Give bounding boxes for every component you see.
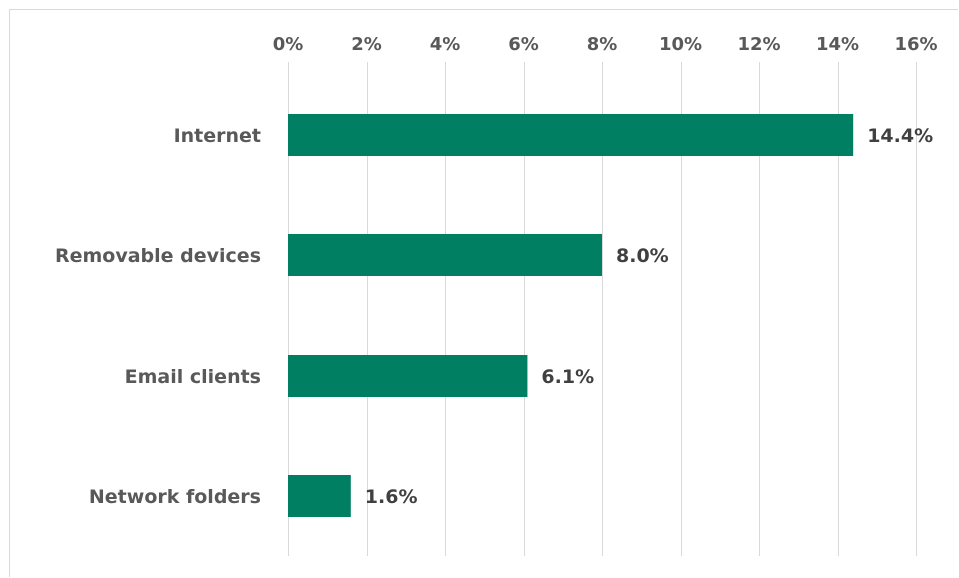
data-labels: 14.4% 8.0% 6.1% 1.6% bbox=[365, 125, 933, 508]
category-label: Network folders bbox=[89, 486, 261, 508]
x-tick-label: 6% bbox=[508, 34, 539, 55]
bar bbox=[288, 114, 854, 156]
category-label: Internet bbox=[174, 125, 261, 147]
data-label: 1.6% bbox=[365, 486, 418, 508]
x-tick-label: 8% bbox=[587, 34, 618, 55]
bar bbox=[288, 355, 528, 397]
x-tick-label: 10% bbox=[659, 34, 702, 55]
category-labels: Internet Removable devices Email clients Ne… bbox=[55, 125, 261, 508]
x-tick-label: 0% bbox=[273, 34, 304, 55]
category-label: Email clients bbox=[125, 366, 261, 388]
x-tick-label: 14% bbox=[816, 34, 859, 55]
bar bbox=[288, 234, 602, 276]
data-label: 14.4% bbox=[867, 125, 933, 147]
x-tick-label: 12% bbox=[737, 34, 780, 55]
bar bbox=[288, 475, 351, 517]
data-label: 6.1% bbox=[541, 366, 594, 388]
bars bbox=[288, 114, 854, 517]
x-axis-tick-labels: 0% 2% 4% 6% 8% 10% 12% 14% 16% bbox=[273, 34, 938, 55]
chart-frame bbox=[9, 9, 958, 577]
category-label: Removable devices bbox=[55, 245, 261, 267]
x-tick-label: 16% bbox=[894, 34, 937, 55]
x-tick-label: 4% bbox=[430, 34, 461, 55]
data-label: 8.0% bbox=[616, 245, 669, 267]
x-tick-label: 2% bbox=[351, 34, 382, 55]
